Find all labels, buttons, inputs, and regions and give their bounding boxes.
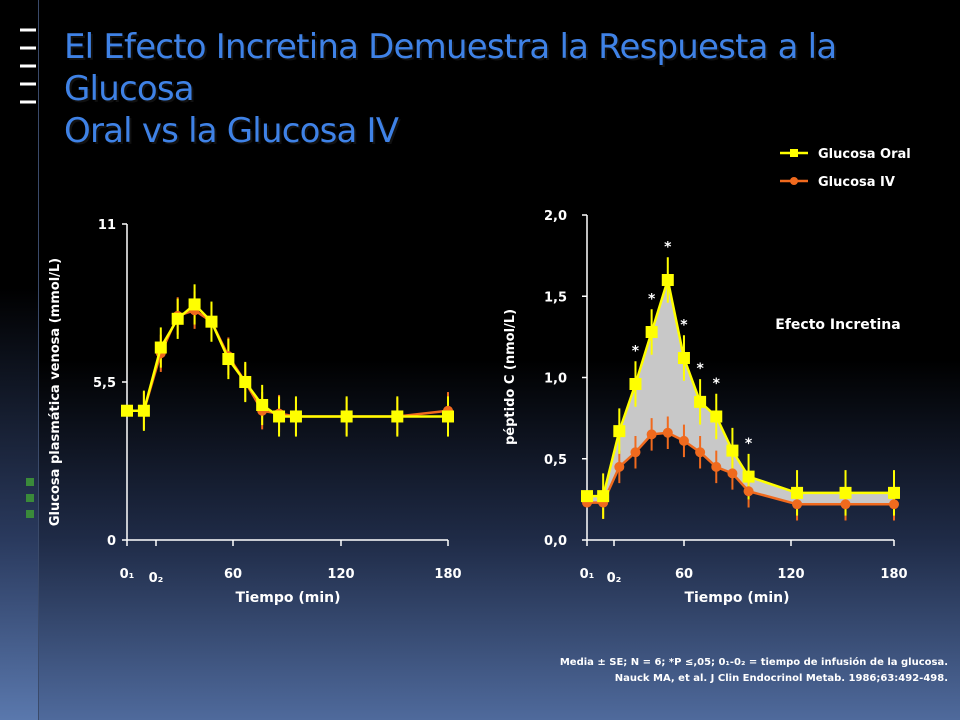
slide-title: El Efecto Incretina Demuestra la Respues… bbox=[64, 26, 944, 152]
chart1-ylabel: Glucosa plasmática venosa (mmol/L) bbox=[48, 258, 63, 526]
chart2-significance-star: * bbox=[664, 239, 672, 255]
chart2-annotation: Efecto Incretina bbox=[775, 317, 900, 333]
slide-title-line-2: Oral vs la Glucosa IV bbox=[64, 111, 399, 151]
footnote-line-1: Media ± SE; N = 6; *P ≤,05; 0₁-0₂ = tiem… bbox=[559, 657, 948, 668]
chart2-oral-point bbox=[645, 326, 658, 338]
chart1-xtick-label: 120 bbox=[327, 567, 354, 582]
decorative-lines bbox=[20, 28, 36, 104]
chart1-oral-point bbox=[188, 298, 201, 311]
chart2-ytick-label: 0,5 bbox=[544, 453, 567, 468]
chart2-oral-point bbox=[694, 395, 707, 408]
chart2-ytick-label: 2,0 bbox=[544, 209, 567, 224]
chart2-iv-point bbox=[614, 461, 625, 472]
legend-oral-marker bbox=[790, 149, 798, 157]
chart1-oral-point bbox=[205, 315, 218, 328]
chart2-xtick-label: 60 bbox=[675, 567, 693, 582]
chart2-ytick-label: 1,0 bbox=[544, 372, 567, 387]
chart2-iv-point bbox=[889, 499, 899, 510]
chart1-xtick-label: 60 bbox=[224, 567, 242, 582]
chart2-oral-point bbox=[742, 470, 755, 483]
chart1-oral-point bbox=[442, 410, 454, 423]
chart2-oral-point bbox=[677, 352, 690, 364]
chart2-significance-star: * bbox=[632, 343, 640, 359]
chart1-oral-point bbox=[340, 410, 353, 423]
chart2-oral-point bbox=[791, 486, 804, 499]
chart2-oral-line bbox=[587, 275, 894, 498]
chart2-iv-point bbox=[678, 435, 689, 446]
chart2-oral-point bbox=[597, 490, 610, 503]
chart2-oral-point bbox=[710, 410, 723, 423]
chart1-iv-line bbox=[127, 308, 449, 418]
chart2-xtick-label: 0₁ bbox=[580, 567, 595, 582]
chart2-ylabel: péptido C (nmol/L) bbox=[503, 309, 518, 445]
chart1-plot: 0 5,5 11 0₁ 0₂ 60 120 180 bbox=[93, 218, 462, 586]
chart1-oral-point bbox=[137, 404, 150, 417]
chart1-oral-point bbox=[154, 341, 167, 354]
legend-iv-marker bbox=[790, 177, 798, 185]
chart2-significance-star: * bbox=[713, 376, 721, 392]
chart2-iv-point bbox=[630, 447, 641, 458]
chart1-xlabel: Tiempo (min) bbox=[235, 590, 340, 606]
chart2-plot: 0,0 0,5 1,0 1,5 2,0 0₁ 0₂ 60 120 180 * * * * * * * bbox=[544, 209, 908, 586]
chart2-oral-point bbox=[839, 486, 852, 499]
chart2-iv-point bbox=[695, 447, 706, 458]
chart1-oral-point bbox=[391, 410, 404, 423]
chart1-xtick-label: 0₁ bbox=[120, 567, 135, 582]
chart1-ytick-label: 0 bbox=[107, 534, 116, 549]
chart2-iv-point bbox=[711, 461, 722, 472]
chart1-oral-point bbox=[121, 404, 133, 417]
chart2-oral-point bbox=[629, 378, 642, 390]
chart2-iv-point bbox=[662, 427, 673, 438]
chart1-oral-point bbox=[239, 376, 252, 388]
chart2-xtick-label: 0₂ bbox=[607, 571, 622, 586]
chart1-ytick-label: 5,5 bbox=[93, 376, 116, 391]
chart2-xtick-label: 120 bbox=[777, 567, 804, 582]
chart1-xtick-label: 0₂ bbox=[149, 571, 164, 586]
chart2-significance-star: * bbox=[680, 317, 688, 333]
chart2-significance-star: * bbox=[745, 436, 753, 452]
footnote-line-2: Nauck MA, et al. J Clin Endocrinol Metab… bbox=[614, 673, 948, 684]
chart2-iv-point bbox=[743, 486, 754, 497]
chart2-xtick-label: 180 bbox=[880, 567, 907, 582]
chart2-incretin-area bbox=[587, 280, 894, 505]
legend: Glucosa Oral Glucosa IV bbox=[780, 147, 911, 190]
chart1-oral-point bbox=[222, 353, 235, 366]
decorative-squares bbox=[26, 478, 34, 518]
chart1-oral-point bbox=[289, 410, 302, 423]
chart1-xtick-label: 180 bbox=[434, 567, 461, 582]
chart2-oral-point bbox=[726, 444, 739, 457]
legend-iv-label: Glucosa IV bbox=[818, 175, 895, 190]
chart2-iv-point bbox=[792, 499, 803, 510]
chart2-iv-point bbox=[840, 499, 851, 510]
chart1-oral-point bbox=[171, 312, 184, 325]
chart2-oral-point bbox=[888, 486, 900, 499]
chart2-xlabel: Tiempo (min) bbox=[684, 590, 789, 606]
chart2-iv-point bbox=[646, 429, 657, 440]
slide-title-line-1: El Efecto Incretina Demuestra la Respues… bbox=[64, 27, 837, 109]
chart2-oral-point bbox=[581, 490, 593, 503]
chart2-ytick-label: 1,5 bbox=[544, 290, 567, 305]
chart2-oral-point bbox=[613, 425, 626, 438]
chart2-iv-point bbox=[727, 468, 738, 479]
chart2-ytick-label: 0,0 bbox=[544, 534, 567, 549]
chart2-oral-point bbox=[661, 274, 674, 286]
chart1-oral-point bbox=[256, 398, 269, 411]
legend-oral-label: Glucosa Oral bbox=[818, 147, 911, 162]
chart1-ytick-label: 11 bbox=[98, 218, 116, 233]
chart1-oral-point bbox=[273, 410, 286, 423]
decorative-side-strip bbox=[0, 0, 39, 720]
footnote: Media ± SE; N = 6; *P ≤,05; 0₁-0₂ = tiem… bbox=[560, 655, 948, 687]
chart2-significance-star: * bbox=[696, 361, 704, 377]
chart2-significance-star: * bbox=[648, 291, 656, 307]
